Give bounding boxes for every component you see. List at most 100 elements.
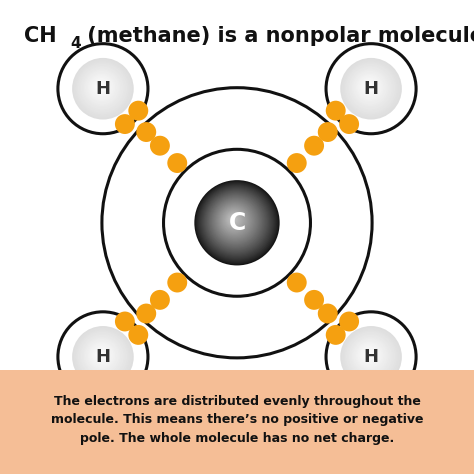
Circle shape — [304, 290, 324, 310]
Circle shape — [211, 197, 260, 246]
Circle shape — [194, 180, 280, 265]
Circle shape — [78, 332, 127, 381]
Circle shape — [227, 212, 241, 227]
Circle shape — [96, 82, 106, 91]
Circle shape — [150, 136, 170, 155]
Circle shape — [366, 83, 372, 90]
Circle shape — [213, 199, 257, 243]
Circle shape — [219, 204, 251, 237]
Circle shape — [228, 213, 240, 226]
Circle shape — [363, 81, 375, 93]
Circle shape — [214, 200, 256, 242]
Circle shape — [99, 353, 102, 356]
Text: H: H — [364, 80, 379, 98]
Circle shape — [352, 69, 389, 106]
Circle shape — [81, 66, 124, 109]
Circle shape — [219, 205, 249, 235]
Circle shape — [356, 73, 383, 101]
Circle shape — [86, 340, 117, 371]
Circle shape — [359, 345, 380, 366]
Circle shape — [201, 187, 272, 257]
Circle shape — [355, 340, 385, 371]
Circle shape — [76, 330, 129, 383]
Circle shape — [209, 195, 262, 248]
Circle shape — [360, 78, 379, 96]
Text: The electrons are distributed evenly throughout the
molecule. This means there’s: The electrons are distributed evenly thr… — [51, 395, 423, 445]
Circle shape — [115, 311, 135, 331]
Circle shape — [362, 79, 377, 95]
Circle shape — [128, 325, 148, 345]
Circle shape — [356, 342, 383, 369]
Circle shape — [86, 72, 117, 103]
Circle shape — [350, 336, 390, 376]
Circle shape — [287, 273, 307, 292]
FancyBboxPatch shape — [0, 370, 474, 474]
Circle shape — [91, 76, 112, 98]
Circle shape — [230, 216, 237, 222]
Circle shape — [326, 325, 346, 345]
Circle shape — [96, 350, 106, 359]
Circle shape — [215, 201, 255, 241]
Circle shape — [85, 339, 119, 373]
Text: H: H — [95, 80, 110, 98]
Circle shape — [222, 208, 246, 232]
Circle shape — [95, 349, 107, 361]
Circle shape — [204, 190, 268, 254]
Circle shape — [340, 326, 402, 388]
Circle shape — [197, 183, 276, 262]
Circle shape — [83, 69, 120, 106]
Circle shape — [304, 136, 324, 155]
Circle shape — [206, 192, 266, 252]
Circle shape — [196, 182, 277, 263]
Circle shape — [221, 207, 247, 233]
Circle shape — [83, 337, 120, 374]
Text: (methane) is a nonpolar molecule.: (methane) is a nonpolar molecule. — [80, 26, 474, 46]
Circle shape — [89, 75, 114, 100]
Circle shape — [78, 64, 127, 113]
Circle shape — [92, 346, 110, 365]
Circle shape — [208, 194, 264, 249]
Circle shape — [82, 336, 122, 376]
Circle shape — [353, 339, 387, 373]
Circle shape — [347, 65, 393, 111]
Text: C: C — [228, 211, 246, 235]
Circle shape — [349, 335, 392, 378]
Circle shape — [343, 329, 399, 384]
Circle shape — [75, 329, 130, 384]
Circle shape — [202, 188, 270, 256]
Circle shape — [73, 328, 132, 386]
Circle shape — [167, 153, 187, 173]
Circle shape — [220, 206, 248, 234]
Circle shape — [88, 342, 116, 369]
Circle shape — [349, 66, 392, 109]
Circle shape — [363, 349, 375, 361]
Circle shape — [345, 62, 397, 115]
Circle shape — [226, 211, 243, 228]
Circle shape — [217, 202, 253, 239]
Text: H: H — [364, 348, 379, 366]
Circle shape — [72, 58, 134, 119]
Circle shape — [91, 345, 112, 366]
Circle shape — [73, 59, 132, 118]
Circle shape — [198, 184, 275, 261]
Circle shape — [93, 347, 109, 363]
Circle shape — [367, 85, 370, 88]
Circle shape — [365, 350, 374, 359]
Circle shape — [195, 181, 279, 264]
Circle shape — [75, 61, 130, 116]
Circle shape — [210, 196, 261, 247]
Circle shape — [339, 114, 359, 134]
Circle shape — [92, 78, 110, 96]
Circle shape — [167, 273, 187, 292]
Circle shape — [318, 303, 337, 323]
Circle shape — [95, 81, 107, 93]
Circle shape — [367, 353, 370, 356]
Circle shape — [72, 326, 134, 388]
Circle shape — [76, 62, 129, 115]
Circle shape — [366, 352, 372, 358]
Circle shape — [89, 343, 114, 368]
Circle shape — [223, 210, 245, 230]
Circle shape — [343, 61, 399, 116]
Circle shape — [218, 203, 252, 237]
Circle shape — [85, 71, 119, 105]
